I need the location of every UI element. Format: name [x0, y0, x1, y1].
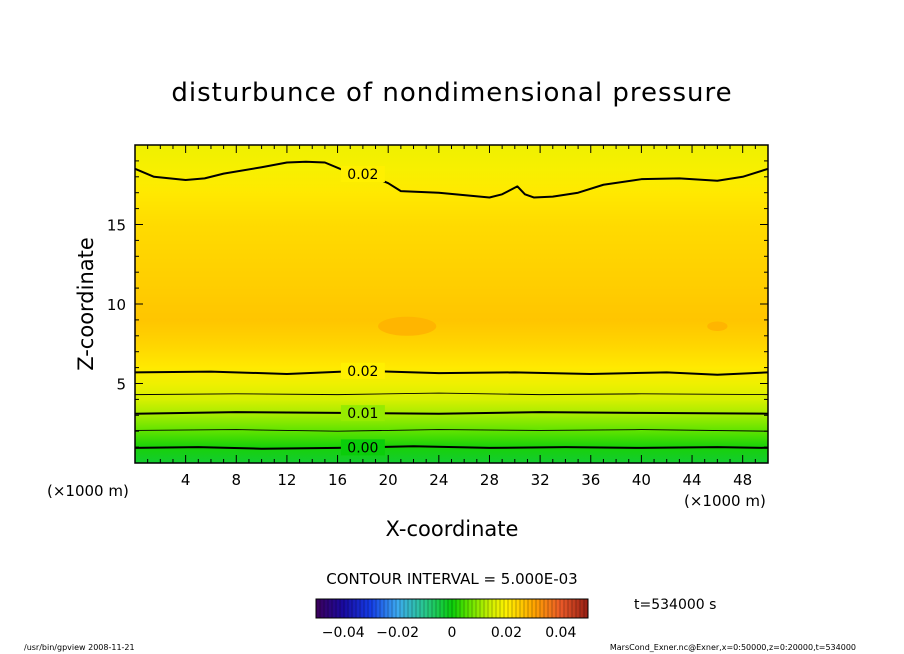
contour-label-bg-2: [340, 405, 385, 422]
colorbar-tick-label-1: −0.02: [376, 625, 419, 641]
colorbar-frame: [315, 598, 589, 619]
contour-line-2: [135, 411, 768, 415]
contour-label-bg-0: [340, 439, 385, 456]
x-tick-label-48: 48: [733, 471, 752, 489]
x-unit-right: (×1000 m): [684, 492, 766, 510]
colorbar-stripes: [319, 599, 585, 618]
x-unit-left: (×1000 m): [47, 482, 129, 500]
contour-label-bg-4: [340, 362, 385, 379]
contour-label-2: 0.01: [347, 406, 378, 422]
y-axis-label: Z-coordinate: [74, 237, 98, 371]
plot-area: 0.00 0.01 0.02 0.02: [134, 144, 769, 464]
x-axis-label: X-coordinate: [386, 517, 519, 541]
field-fill: [135, 145, 768, 463]
contour-layer: [135, 160, 768, 450]
contour-line-3: [135, 392, 768, 396]
colorbar-tick-label-0: −0.04: [322, 625, 365, 641]
y-axis-ticks: 5 10 15: [107, 160, 768, 448]
x-tick-label-40: 40: [632, 471, 651, 489]
x-tick-label-4: 4: [181, 471, 191, 489]
x-tick-label-36: 36: [581, 471, 600, 489]
contour-line-4: [135, 369, 768, 376]
colorbar-tick-label-3: 0.02: [491, 625, 522, 641]
contour-label-bg-5: [340, 166, 385, 183]
extremum-blob-0: [378, 316, 437, 336]
contour-line-5: [135, 160, 768, 199]
colorbar-ticks: −0.04 −0.02 0 0.02 0.04: [322, 625, 577, 641]
extrema-layer: [378, 316, 728, 336]
contour-label-layer: 0.00 0.01 0.02 0.02: [340, 166, 385, 456]
x-tick-label-28: 28: [480, 471, 499, 489]
footer-right: MarsCond_Exner.nc@Exner,x=0:50000,z=0:20…: [610, 643, 856, 652]
contour-line-0: [135, 445, 768, 450]
chart-title: disturbunce of nondimensional pressure: [171, 78, 732, 108]
colorbar: −0.04 −0.02 0 0.02 0.04: [315, 598, 589, 641]
contour-label-0: 0.00: [347, 440, 378, 456]
colorbar-tick-label-2: 0: [448, 625, 457, 641]
x-tick-label-32: 32: [531, 471, 550, 489]
footer-left: /usr/bin/gpview 2008-11-21: [24, 643, 135, 652]
colorbar-tick-label-4: 0.04: [545, 625, 576, 641]
contour-label-5: 0.02: [347, 167, 378, 183]
y-tick-label-15: 15: [107, 217, 126, 235]
x-tick-label-8: 8: [232, 471, 242, 489]
extremum-blob-1: [707, 321, 728, 332]
x-tick-label-44: 44: [682, 471, 701, 489]
x-tick-label-24: 24: [429, 471, 448, 489]
contour-interval-text: CONTOUR INTERVAL = 5.000E-03: [326, 570, 577, 588]
x-tick-label-12: 12: [277, 471, 296, 489]
x-axis-ticks: 4 8 12 16 20 24 28 32 36 40 44 48: [147, 145, 756, 489]
time-text: t=534000 s: [634, 597, 716, 613]
contour-line-1: [135, 429, 768, 432]
contour-label-4: 0.02: [347, 364, 378, 380]
y-tick-label-5: 5: [116, 376, 126, 394]
y-tick-label-10: 10: [107, 296, 126, 314]
x-tick-label-16: 16: [328, 471, 347, 489]
x-tick-label-20: 20: [379, 471, 398, 489]
